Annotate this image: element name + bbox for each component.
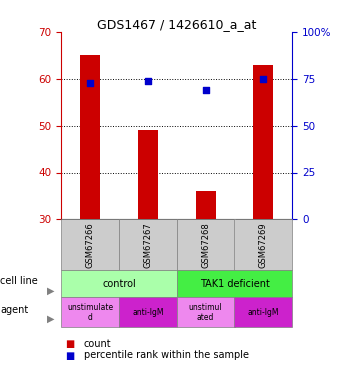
Text: GSM67269: GSM67269: [259, 222, 268, 267]
Text: percentile rank within the sample: percentile rank within the sample: [84, 351, 249, 360]
Text: GSM67266: GSM67266: [86, 222, 94, 268]
Text: TAK1 deficient: TAK1 deficient: [199, 279, 270, 289]
Text: unstimul
ated: unstimul ated: [189, 303, 223, 322]
Text: ▶: ▶: [47, 285, 54, 296]
Text: anti-IgM: anti-IgM: [248, 308, 279, 317]
Text: ■: ■: [65, 351, 74, 360]
Text: GSM67268: GSM67268: [201, 222, 210, 268]
Bar: [80, 56, 100, 219]
Text: control: control: [102, 279, 136, 289]
Point: [88, 80, 93, 86]
Text: GSM67267: GSM67267: [144, 222, 152, 268]
Bar: [138, 130, 158, 219]
Text: agent: agent: [0, 305, 28, 315]
Text: count: count: [84, 339, 112, 349]
Text: cell line: cell line: [0, 276, 38, 286]
Bar: [196, 191, 216, 219]
Text: ▶: ▶: [47, 314, 54, 324]
Point: [145, 78, 150, 84]
Bar: [253, 64, 273, 219]
Title: GDS1467 / 1426610_a_at: GDS1467 / 1426610_a_at: [97, 18, 257, 31]
Text: ■: ■: [65, 339, 74, 349]
Point: [260, 76, 266, 82]
Text: unstimulate
d: unstimulate d: [67, 303, 113, 322]
Text: anti-IgM: anti-IgM: [132, 308, 164, 317]
Point: [203, 87, 209, 93]
